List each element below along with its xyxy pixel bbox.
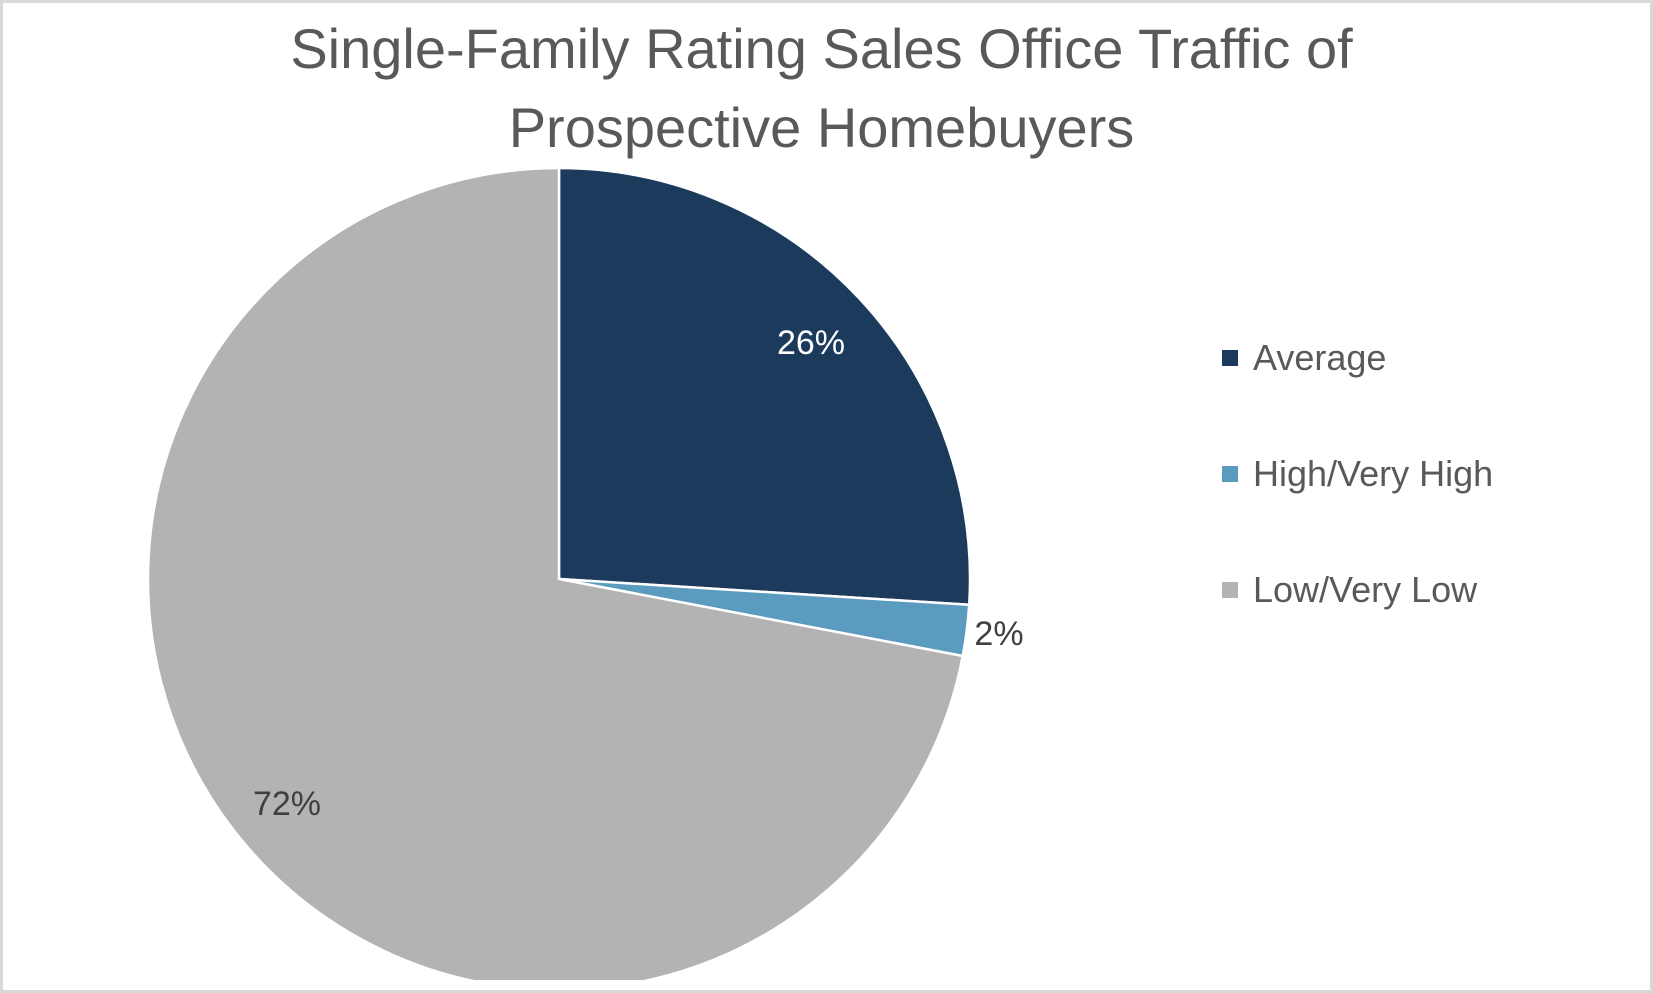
svg-text:72%: 72% <box>253 785 321 823</box>
svg-text:2%: 2% <box>974 615 1023 653</box>
svg-text:26%: 26% <box>777 324 845 362</box>
